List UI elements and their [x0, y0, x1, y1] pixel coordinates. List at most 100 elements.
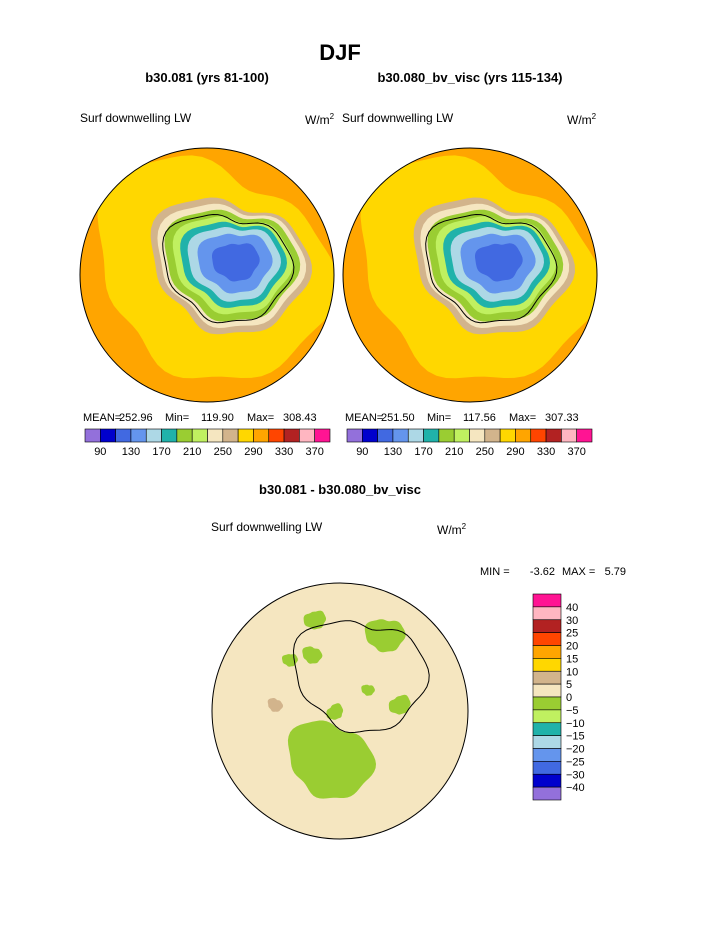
units: W/m2 — [437, 522, 467, 537]
colorbar-box — [515, 428, 532, 443]
figure-title: DJF — [319, 40, 361, 65]
units: W/m2 — [305, 112, 335, 127]
colorbar-label: 10 — [566, 666, 578, 678]
colorbar-box — [346, 428, 363, 443]
contour — [361, 684, 375, 696]
coastline — [425, 213, 558, 324]
colorbar-box — [100, 428, 116, 443]
units: W/m2 — [567, 112, 597, 127]
units-exponent: 2 — [592, 112, 597, 121]
variable-label: Surf downwelling LW — [80, 111, 192, 125]
coastline — [292, 620, 430, 734]
colorbar-box — [532, 761, 562, 775]
map-border — [79, 147, 335, 403]
units-exponent: 2 — [330, 112, 335, 121]
colorbar-box — [530, 428, 547, 443]
stat-value: 251.50 — [381, 412, 415, 424]
map — [80, 148, 334, 402]
colorbar-box — [268, 428, 285, 443]
stat-value: 307.33 — [545, 412, 579, 424]
colorbar-label: 290 — [506, 446, 524, 458]
colorbar-box — [532, 645, 562, 659]
contour — [302, 646, 323, 664]
colorbar-label: 330 — [275, 446, 293, 458]
colorbar-box — [484, 428, 501, 443]
colorbar-box — [532, 735, 562, 749]
colorbar-label: 210 — [445, 446, 463, 458]
colorbar-box — [561, 428, 577, 443]
contour — [475, 243, 523, 282]
colorbar-box — [453, 428, 470, 443]
colorbar-box — [377, 428, 394, 443]
colorbar-label: 330 — [537, 446, 555, 458]
map — [343, 148, 597, 402]
colorbar-box — [532, 593, 562, 608]
colorbar-box — [438, 428, 455, 443]
colorbar-box — [115, 428, 132, 443]
colorbar-box — [314, 428, 331, 443]
stat-label: Min= — [165, 412, 189, 424]
min-value: -3.62 — [530, 566, 555, 578]
colorbar-label: 370 — [568, 446, 586, 458]
colorbar-label: −30 — [566, 769, 585, 781]
stat-label: MEAN= — [83, 412, 121, 424]
case-title: b30.080_bv_visc (yrs 115-134) — [377, 70, 562, 85]
stat-value: 308.43 — [283, 412, 317, 424]
min-label: MIN = — [480, 566, 510, 578]
stat-value: 117.56 — [463, 412, 496, 424]
colorbar-label: 130 — [384, 446, 402, 458]
contour — [388, 694, 411, 715]
colorbar-box — [145, 428, 162, 443]
contour — [303, 610, 326, 630]
contour — [212, 243, 260, 282]
colorbar-label: 370 — [306, 446, 324, 458]
diff-title: b30.081 - b30.080_bv_visc — [259, 482, 421, 497]
contour — [287, 720, 376, 799]
colorbar-box — [237, 428, 254, 443]
colorbar-box — [130, 428, 147, 443]
units-base: W/m — [305, 113, 330, 127]
map — [212, 583, 468, 839]
variable-label: Surf downwelling LW — [211, 520, 323, 534]
colorbar-label: 5 — [566, 679, 572, 691]
colorbar-box — [469, 428, 486, 443]
colorbar-label: 15 — [566, 653, 578, 665]
colorbar-label: 30 — [566, 615, 578, 627]
colorbar-box — [532, 670, 562, 685]
stat-label: Max= — [247, 412, 274, 424]
colorbar-label: −20 — [566, 744, 585, 756]
colorbar-label: −10 — [566, 718, 585, 730]
colorbar-box — [253, 428, 270, 443]
colorbar-box — [532, 786, 562, 801]
colorbar-label: −40 — [566, 782, 585, 794]
colorbar-label: 250 — [214, 446, 232, 458]
colorbar-box — [84, 428, 101, 443]
colorbar-box — [532, 722, 562, 736]
colorbar-box — [532, 696, 562, 711]
case-title: b30.081 (yrs 81-100) — [145, 70, 269, 85]
colorbar-box — [532, 683, 562, 698]
contour — [267, 698, 283, 712]
colorbar-box — [207, 428, 224, 443]
stat-label: Max= — [509, 412, 536, 424]
colorbar-box — [161, 428, 178, 443]
units-exponent: 2 — [462, 522, 467, 531]
contour — [326, 703, 344, 720]
colorbar-box — [407, 428, 424, 443]
colorbar-label: 90 — [94, 446, 106, 458]
colorbar-box — [423, 428, 440, 443]
max-value: 5.79 — [605, 566, 626, 578]
colorbar-label: −15 — [566, 731, 585, 743]
colorbar-label: 40 — [566, 602, 578, 614]
colorbar-label: 170 — [152, 446, 170, 458]
colorbar-box — [545, 428, 562, 443]
colorbar-label: 25 — [566, 628, 578, 640]
colorbar-box — [532, 709, 562, 724]
colorbar-box — [362, 428, 378, 443]
map-border — [211, 582, 469, 840]
stat-label: Min= — [427, 412, 451, 424]
map-border — [342, 147, 598, 403]
contour — [364, 619, 406, 653]
max-label: MAX = — [562, 566, 595, 578]
